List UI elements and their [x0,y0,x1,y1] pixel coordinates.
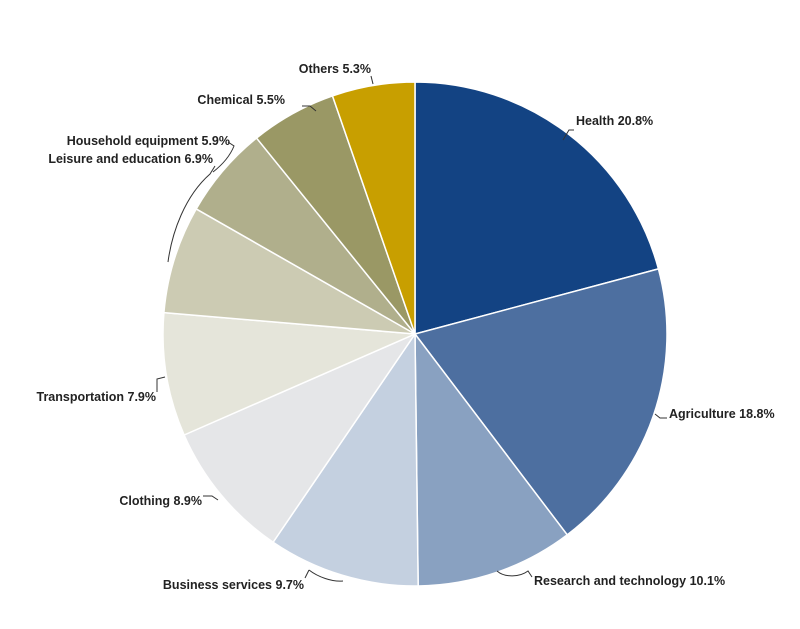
data-label-others: Others 5.3% [299,62,371,76]
data-label-chemical: Chemical 5.5% [197,93,285,107]
data-label-household-equipment: Household equipment 5.9% [67,134,230,148]
data-label-clothing: Clothing 8.9% [119,494,202,508]
data-label-business-services: Business services 9.7% [163,578,304,592]
leader-line-chemical [302,105,317,112]
pie-slice-others[interactable] [331,81,416,335]
data-label-leisure-and-education: Leisure and education 6.9% [48,152,213,166]
data-labels: Health 20.8% Agriculture 18.8% Research … [37,62,775,592]
pie-slice-research-and-technology[interactable] [414,333,568,587]
pie-slice-leisure-and-education[interactable] [163,208,416,335]
leader-line-household-equipment [212,141,235,173]
data-label-agriculture: Agriculture 18.8% [669,407,775,421]
data-label-health: Health 20.8% [576,114,653,128]
leader-lines [156,75,667,582]
leader-line-leisure-and-education [167,165,216,263]
pie-slices [162,81,668,587]
pie-slice-agriculture[interactable] [414,268,668,536]
leader-line-agriculture [654,413,667,419]
data-label-transportation: Transportation 7.9% [37,390,157,404]
pie-slice-transportation[interactable] [162,311,416,436]
leader-line-others [370,75,374,85]
leader-line-health [562,129,574,141]
pie-slice-business-services[interactable] [272,333,419,587]
pie-slice-clothing[interactable] [183,333,416,543]
pie-slice-health[interactable] [414,81,660,335]
data-label-research-and-technology: Research and technology 10.1% [534,574,725,588]
leader-line-clothing [203,495,219,501]
leader-line-transportation [156,376,166,392]
leader-line-research-and-technology [496,570,533,578]
leader-line-business-services [304,569,344,582]
